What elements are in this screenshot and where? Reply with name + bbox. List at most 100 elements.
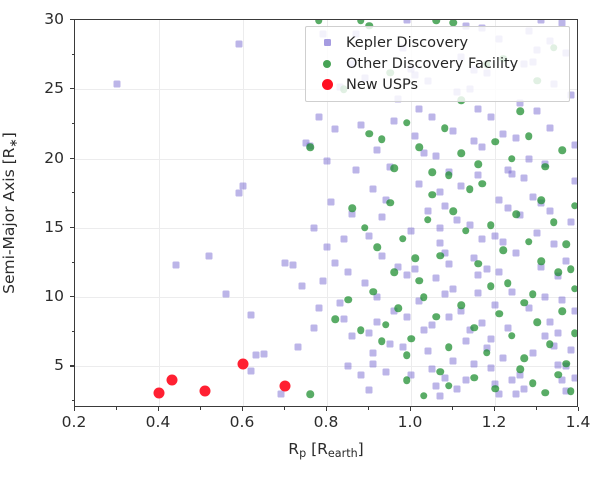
data-point-kep — [457, 182, 465, 190]
data-point-kep — [420, 326, 428, 334]
data-point-kep — [457, 307, 465, 315]
legend-label-other: Other Discovery Facility — [346, 55, 519, 72]
data-point-kep — [428, 321, 436, 329]
data-point-kep — [436, 239, 444, 247]
x-tick-label: 0.2 — [61, 413, 87, 431]
data-point-kep — [466, 326, 474, 334]
data-point-kep — [415, 297, 423, 305]
data-point-kep — [562, 387, 570, 395]
data-point-oth — [436, 368, 445, 376]
gridline-horizontal — [75, 297, 577, 299]
data-point-oth — [377, 135, 386, 143]
y-tick-minor — [71, 400, 74, 402]
data-point-oth — [520, 298, 529, 307]
y-tick-minor — [71, 122, 74, 125]
data-point-kep — [487, 335, 495, 343]
data-point-kep — [516, 371, 524, 379]
data-point-kep — [567, 91, 575, 99]
data-point-oth — [524, 237, 533, 246]
data-point-oth — [382, 321, 390, 329]
data-point-kep — [508, 170, 516, 178]
x-tick-minor — [452, 407, 454, 410]
data-point-kep — [378, 252, 386, 260]
data-point-oth — [449, 20, 457, 27]
data-point-oth — [524, 132, 533, 141]
data-point-kep — [567, 218, 575, 226]
data-point-kep — [533, 229, 541, 237]
data-point-kep — [369, 185, 377, 193]
y-tick — [70, 296, 74, 298]
legend-item-kepler: Kepler Discovery — [314, 32, 561, 53]
data-point-kep — [340, 235, 348, 243]
data-point-kep — [382, 368, 390, 376]
data-point-oth — [432, 20, 440, 24]
data-point-kep — [453, 385, 461, 393]
data-point-kep — [235, 189, 243, 197]
data-point-kep — [525, 304, 533, 312]
x-tick — [578, 407, 580, 411]
data-point-oth — [470, 373, 478, 382]
data-point-oth — [365, 21, 373, 30]
data-point-kep — [403, 313, 411, 321]
data-point-kep — [449, 285, 457, 293]
data-point-kep — [323, 157, 331, 165]
data-point-oth — [508, 154, 516, 163]
data-point-kep — [373, 293, 381, 301]
data-point-kep — [390, 307, 398, 315]
x-tick-minor — [536, 407, 538, 410]
data-point-kep — [537, 20, 545, 24]
data-point-usp — [279, 380, 291, 392]
gridline-vertical — [243, 20, 244, 406]
data-point-kep — [546, 318, 554, 326]
data-point-oth — [369, 287, 377, 296]
data-point-kep — [369, 360, 377, 368]
data-point-kep — [205, 252, 213, 260]
data-point-oth — [554, 268, 562, 276]
data-point-kep — [495, 196, 503, 204]
data-point-kep — [352, 166, 360, 174]
data-point-kep — [483, 344, 491, 352]
data-point-kep — [424, 347, 432, 355]
data-point-kep — [462, 337, 470, 345]
data-point-kep — [491, 232, 499, 240]
data-point-kep — [315, 304, 323, 312]
data-point-kep — [520, 174, 528, 182]
data-point-kep — [319, 277, 327, 284]
data-point-kep — [361, 279, 369, 287]
data-point-oth — [554, 370, 562, 379]
data-point-oth — [529, 379, 537, 387]
data-point-kep — [525, 155, 533, 163]
data-point-oth — [516, 107, 524, 116]
data-point-kep — [571, 141, 577, 149]
data-point-kep — [478, 235, 486, 243]
data-point-oth — [571, 201, 577, 210]
data-point-oth — [419, 391, 428, 400]
data-point-oth — [361, 224, 369, 232]
data-point-kep — [436, 188, 444, 196]
data-point-kep — [310, 224, 318, 232]
data-point-kep — [441, 374, 449, 381]
data-point-kep — [520, 385, 528, 393]
data-point-kep — [554, 272, 562, 280]
data-point-kep — [504, 204, 512, 212]
data-point-kep — [441, 249, 449, 257]
data-point-oth — [537, 257, 545, 265]
data-point-oth — [571, 285, 577, 293]
data-point-kep — [298, 282, 306, 290]
data-point-oth — [436, 251, 445, 260]
y-tick-label: 5 — [54, 356, 64, 375]
data-point-kep — [252, 351, 260, 359]
data-point-kep — [399, 343, 407, 351]
data-point-kep — [550, 240, 558, 248]
data-point-oth — [508, 332, 516, 340]
y-tick-minor — [71, 192, 74, 194]
data-point-kep — [571, 374, 577, 381]
data-point-oth — [306, 390, 314, 398]
data-point-kep — [516, 211, 524, 219]
x-tick-label: 0.6 — [229, 413, 255, 431]
data-point-kep — [289, 261, 297, 269]
data-point-kep — [436, 392, 444, 400]
data-point-kep — [411, 265, 419, 273]
data-point-oth — [411, 254, 419, 263]
x-tick — [158, 407, 160, 411]
